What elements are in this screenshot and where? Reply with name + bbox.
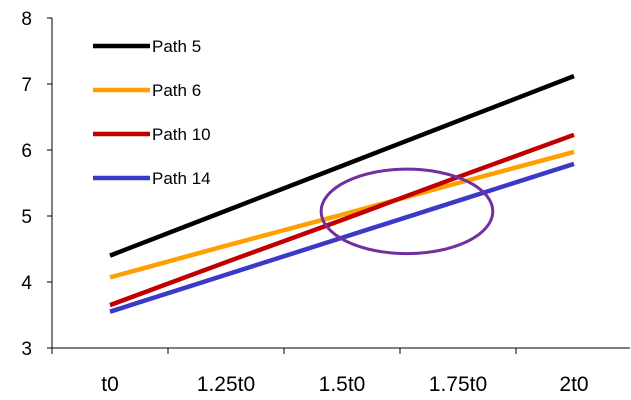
y-axis-tick-labels: 3 4 5 6 7 8 bbox=[21, 9, 52, 360]
y-tick-label: 3 bbox=[21, 339, 32, 360]
legend-label: Path 14 bbox=[152, 169, 211, 188]
x-tick-label: 1.25t0 bbox=[197, 373, 255, 396]
chart-legend: Path 5 Path 6 Path 10 Path 14 bbox=[93, 37, 211, 188]
y-tick-label: 6 bbox=[21, 141, 32, 162]
x-tick-label: t0 bbox=[101, 373, 119, 396]
chart-annotations bbox=[319, 167, 495, 256]
series-line-2 bbox=[109, 149, 575, 280]
highlight-ellipse bbox=[319, 167, 495, 256]
legend-label: Path 5 bbox=[152, 37, 201, 56]
x-tick-label: 2t0 bbox=[559, 373, 588, 396]
x-tick-label: 1.75t0 bbox=[429, 373, 487, 396]
chart-axes bbox=[51, 18, 630, 349]
legend-label: Path 10 bbox=[152, 125, 211, 144]
y-tick-label: 4 bbox=[21, 273, 32, 294]
chart-series bbox=[109, 73, 575, 314]
y-tick-label: 5 bbox=[21, 207, 32, 228]
x-tick-label: 1.5t0 bbox=[319, 373, 366, 396]
series-line-3 bbox=[109, 132, 575, 308]
series-line-1 bbox=[109, 73, 575, 258]
y-tick-label: 8 bbox=[21, 9, 32, 30]
y-tick-label: 7 bbox=[21, 75, 32, 96]
legend-label: Path 6 bbox=[152, 81, 201, 100]
x-axis-tick-labels: t0 1.25t0 1.5t0 1.75t0 2t0 bbox=[51, 348, 589, 396]
